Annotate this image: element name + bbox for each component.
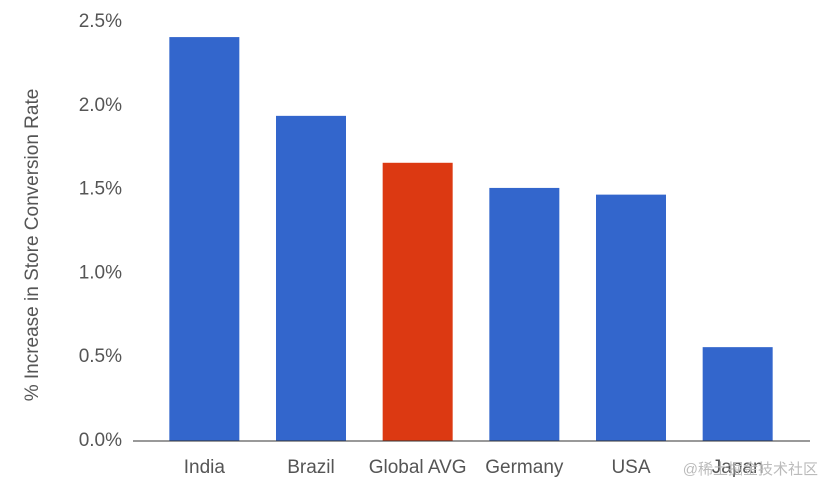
bar [702,347,773,441]
x-tick-label: Japan [712,457,764,478]
x-tick-label: Brazil [287,457,335,478]
y-tick-label: 0.5% [79,346,122,367]
y-tick-label: 1.0% [79,262,122,283]
bar [596,194,666,441]
y-axis-label: % Increase in Store Conversion Rate [22,89,43,402]
bar [382,162,453,441]
watermark: @稀土掘金技术社区 [683,461,818,478]
y-tick-label: 1.5% [79,179,122,200]
y-tick-label: 0.0% [79,430,122,451]
bar [489,187,560,441]
x-tick-label: India [184,457,226,478]
bar [276,115,346,441]
y-tick-label: 2.5% [79,11,122,32]
y-tick-label: 2.0% [79,95,122,116]
bar [169,37,240,442]
x-tick-label: Germany [485,457,564,478]
x-tick-label: USA [611,457,650,478]
x-tick-label: Global AVG [369,457,467,478]
